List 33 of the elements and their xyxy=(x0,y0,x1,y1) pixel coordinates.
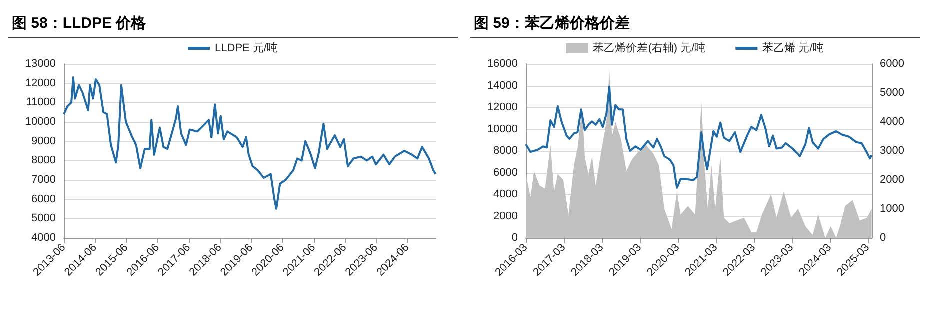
y-tick-label: 4000 xyxy=(494,188,518,200)
y-tick-label: 9000 xyxy=(32,135,56,148)
y-tick-label: 12000 xyxy=(25,77,56,90)
y2-tick-label: 5000 xyxy=(880,87,904,99)
y2-tick-label: 3000 xyxy=(880,145,904,157)
y-tick-label: 0 xyxy=(512,232,518,244)
y2-tick-label: 0 xyxy=(880,232,886,244)
line-series xyxy=(63,76,437,210)
legend-label: LLDPE 元/吨 xyxy=(215,42,278,54)
y2-tick-label: 1000 xyxy=(880,203,904,215)
y2-tick-label: 2000 xyxy=(880,174,904,186)
y-tick-label: 14000 xyxy=(487,80,518,92)
y-tick-label: 16000 xyxy=(487,58,518,70)
y-tick-label: 8000 xyxy=(494,145,518,157)
y-tick-label: 2000 xyxy=(494,210,518,222)
chart-title: 图 58：LLDPE 价格 xyxy=(8,8,458,38)
y-tick-label: 5000 xyxy=(32,212,56,225)
y-tick-label: 7000 xyxy=(32,174,56,186)
y-tick-label: 6000 xyxy=(32,193,56,206)
y-tick-label: 13000 xyxy=(25,58,56,70)
legend-label: 苯乙烯价差(右轴) 元/吨 xyxy=(593,42,706,54)
y-tick-label: 12000 xyxy=(487,102,518,114)
chart-title: 图 59：苯乙烯价格价差 xyxy=(470,8,920,38)
y-tick-label: 6000 xyxy=(494,166,518,179)
y-tick-label: 10000 xyxy=(487,123,518,136)
legend-label: 苯乙烯 元/吨 xyxy=(762,42,824,54)
y-tick-label: 11000 xyxy=(26,96,56,109)
y-tick-label: 4000 xyxy=(32,232,56,244)
line-series xyxy=(525,86,873,189)
y2-tick-label: 4000 xyxy=(880,116,904,128)
y2-tick-label: 6000 xyxy=(880,58,904,70)
y-tick-label: 8000 xyxy=(32,154,56,167)
y-tick-label: 10000 xyxy=(25,116,56,128)
